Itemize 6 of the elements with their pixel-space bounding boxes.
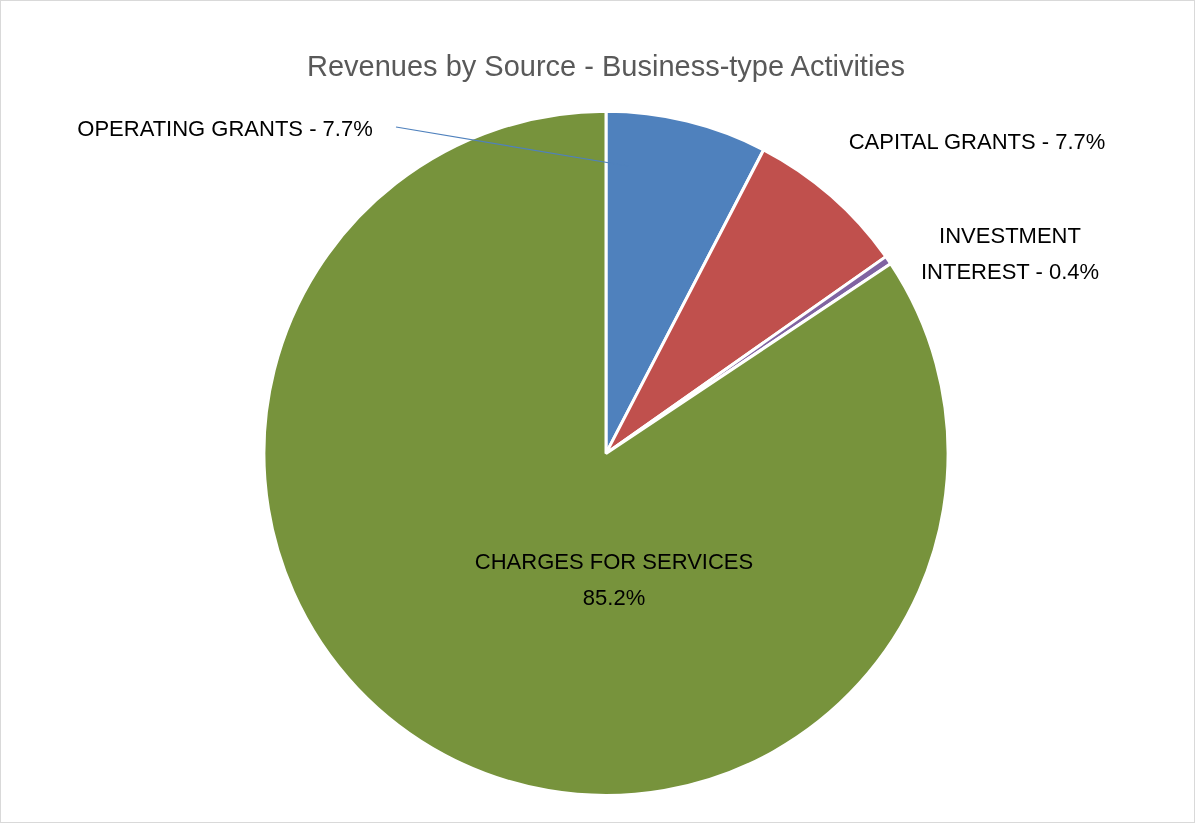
data-label: 85.2%: [582, 585, 646, 611]
slice-label: INVESTMENT INTEREST - 0.4%: [920, 223, 1100, 285]
slice-label: CAPITAL GRANTS - 7.7%: [848, 129, 1106, 155]
slice-label: CHARGES FOR SERVICES: [474, 549, 754, 575]
chart-title: Revenues by Source - Business-type Activities: [307, 50, 905, 83]
slice-label: OPERATING GRANTS - 7.7%: [77, 116, 373, 142]
